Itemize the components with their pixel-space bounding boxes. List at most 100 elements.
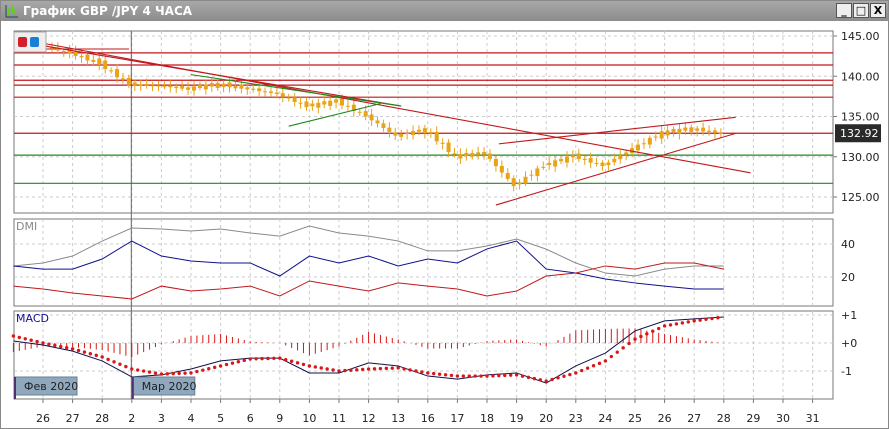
signal-dot (372, 367, 377, 371)
candle-body (422, 128, 427, 134)
candle-body (659, 131, 664, 139)
candle-body (535, 168, 540, 176)
candle-body (689, 127, 694, 132)
signal-dot (633, 337, 637, 341)
signal-dot (349, 368, 353, 372)
candle-body (482, 152, 487, 155)
x-axis-label: 11 (332, 412, 346, 425)
signal-dot (591, 364, 596, 368)
signal-dot (426, 371, 430, 375)
candle-body (144, 83, 149, 86)
signal-dot (260, 356, 264, 361)
panel-frame-dmi (13, 218, 834, 307)
candle-body (452, 153, 457, 155)
signal-dot (443, 373, 448, 377)
candle-body (701, 127, 706, 132)
close-button[interactable]: X (870, 3, 886, 18)
macd-axis-label: +0 (841, 337, 857, 350)
macd-label: MACD (16, 312, 49, 325)
x-axis-label: 18 (480, 412, 494, 425)
dmi-label: DMI (16, 220, 37, 233)
signal-dot (360, 367, 365, 372)
x-axis-label: 28 (95, 412, 109, 425)
signal-dot (710, 316, 714, 321)
signal-dot (603, 359, 608, 363)
candle-body (606, 162, 611, 166)
red-scheme-button[interactable] (18, 37, 27, 47)
candle-body (49, 47, 54, 49)
candle-body (239, 84, 244, 89)
dmi-minus-line (13, 262, 724, 300)
signal-dot (124, 364, 128, 369)
signal-dot (278, 356, 282, 360)
candle-body (505, 172, 510, 179)
x-axis-label: 30 (776, 412, 790, 425)
signal-dot (532, 376, 537, 381)
signal-dot (698, 318, 702, 322)
x-axis-label: 2 (128, 412, 135, 425)
candle-body (576, 153, 581, 160)
candle-body (55, 47, 60, 51)
trendline-resistance (42, 45, 402, 107)
candle-body (381, 123, 386, 128)
candle-body (529, 174, 534, 176)
signal-dot (645, 332, 649, 336)
x-axis-label: 27 (66, 412, 80, 425)
signal-dot (171, 371, 175, 376)
candle-body (488, 153, 492, 159)
signal-dot (538, 378, 542, 382)
candle-body (440, 142, 445, 144)
candle-body (624, 152, 629, 155)
signal-dot (479, 374, 483, 378)
signal-dot (668, 323, 673, 327)
candle-body (588, 158, 593, 163)
candle-body (446, 142, 451, 153)
signal-dot (597, 361, 602, 366)
candle-body (132, 82, 137, 86)
macd-axis-label: +1 (841, 309, 857, 322)
candle-body (91, 59, 96, 62)
price-axis-label: 130.00 (841, 151, 880, 164)
signal-dot (29, 338, 33, 342)
candle-body (186, 87, 191, 90)
candle-body (416, 129, 421, 132)
trendline-resistance (498, 116, 736, 145)
candle-body (304, 101, 309, 108)
price-axis-label: 140.00 (841, 70, 880, 83)
candle-body (553, 160, 558, 167)
candle-body (67, 49, 72, 54)
candle-body (85, 54, 90, 61)
signal-dot (704, 317, 708, 322)
signal-dot (550, 377, 554, 382)
x-axis-label: 5 (217, 412, 224, 425)
signal-dot (147, 370, 152, 374)
dmi-axis-label: 20 (841, 271, 855, 284)
x-axis-label: 28 (717, 412, 731, 425)
candle-body (393, 132, 398, 136)
candle-body (274, 92, 279, 95)
signal-dot (88, 352, 93, 356)
signal-dot (562, 374, 566, 378)
maximize-button[interactable]: □ (853, 3, 869, 18)
candle-body (257, 88, 262, 92)
x-axis-label: 4 (188, 412, 195, 425)
macd-axis-label: -1 (841, 365, 852, 378)
blue-scheme-button[interactable] (30, 37, 39, 47)
signal-dot (437, 372, 442, 376)
candle-body (677, 128, 682, 134)
candle-body (233, 85, 238, 89)
title-bar[interactable]: График GBP /JPY 4 ЧАСА _ □ X (1, 1, 888, 21)
x-axis-label: 24 (598, 412, 612, 425)
candle-body (221, 83, 226, 88)
signal-dot (165, 372, 170, 376)
signal-dot (615, 350, 619, 354)
signal-dot (609, 354, 614, 359)
signal-dot (189, 371, 193, 375)
candle-body (73, 50, 78, 57)
candle-body (683, 127, 688, 131)
trendline-resistance (495, 132, 736, 206)
signal-dot (568, 372, 572, 377)
minimize-button[interactable]: _ (836, 3, 852, 18)
signal-dot (23, 337, 27, 341)
